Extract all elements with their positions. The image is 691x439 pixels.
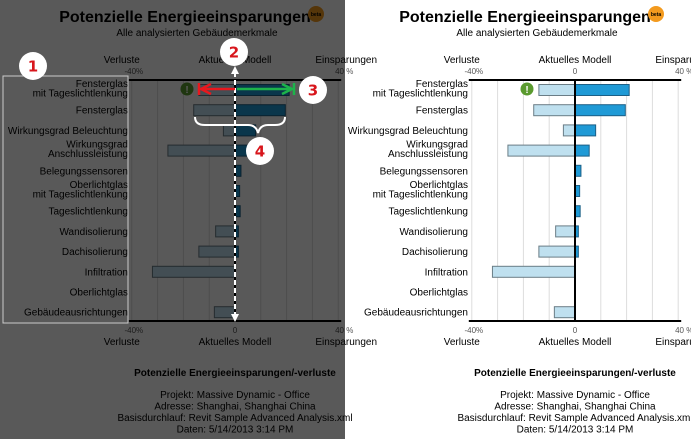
gain-bar — [574, 104, 626, 117]
chart-title: Potenzielle Energieeinsparungen — [399, 9, 651, 26]
category-label: mit Tageslichtlenkung — [373, 190, 468, 201]
loss-bar — [562, 124, 576, 137]
tick-top-zero: 0 — [573, 67, 578, 76]
callout-number: 4 — [255, 143, 265, 161]
category-label: Gebäudeausrichtungen — [364, 308, 468, 319]
callout-number: 1 — [28, 58, 38, 76]
axis-label-center: Aktuelles Modell — [539, 55, 612, 66]
arrow-down-icon — [231, 314, 239, 322]
axis-label-left: Verluste — [444, 55, 481, 66]
chart-panel: Potenzielle Energieeinsparungen beta Alle … — [348, 6, 691, 436]
axis-label-bottom-right: Einsparungen — [315, 337, 377, 348]
category-label: Wirkungsgrad — [406, 140, 468, 151]
footer-line: Projekt: Massive Dynamic - Office — [500, 390, 650, 401]
tick-bottom-min: -40% — [464, 326, 483, 335]
gain-arrowhead-icon — [281, 82, 295, 96]
category-label: Infiltration — [425, 267, 468, 278]
loss-bar — [507, 144, 576, 157]
callout-circle — [246, 137, 274, 165]
loss-bar — [533, 104, 576, 117]
gain-bar — [574, 124, 597, 137]
tick-top-max: 40 % — [675, 67, 691, 76]
arrow-up-icon — [231, 66, 239, 74]
beta-badge — [648, 6, 664, 22]
category-label: Wandisolierung — [399, 227, 468, 238]
tick-bottom-zero: 0 — [573, 326, 578, 335]
gain-bar — [574, 144, 590, 157]
footer-line: Adresse: Shanghai, Shanghai China — [494, 402, 656, 413]
axis-label-bottom-center: Aktuelles Modell — [539, 337, 612, 348]
tick-bottom-max: 40 % — [675, 326, 691, 335]
loss-arrowhead-icon — [198, 82, 212, 96]
axis-label-bottom-right: Einsparungen — [655, 337, 691, 348]
category-label: Tageslichtlenkung — [389, 207, 469, 218]
callout-circle — [220, 38, 248, 66]
dark-overlay — [0, 0, 345, 439]
category-label: Oberlichtglas — [410, 288, 468, 299]
footer-line: Daten: 5/14/2013 3:14 PM — [517, 425, 634, 436]
axis-label-bottom-left: Verluste — [444, 337, 481, 348]
category-label: Dachisolierung — [402, 247, 468, 258]
footer-line: Basisdurchlauf: Revit Sample Advanced An… — [457, 413, 691, 424]
gain-bar — [574, 84, 630, 96]
callout-number: 2 — [229, 44, 239, 62]
warning-icon — [520, 82, 534, 96]
warning-glyph: ! — [525, 85, 528, 96]
beta-label: beta — [651, 12, 662, 18]
loss-bar — [538, 245, 576, 258]
axis-label-right: Einsparungen — [655, 55, 691, 66]
category-label: Fensterglas — [416, 106, 468, 117]
tick-top-min: -40% — [464, 67, 483, 76]
loss-bar — [538, 84, 576, 96]
category-label: Wirkungsgrad Beleuchtung — [348, 126, 468, 137]
callouts: 1 2 3 4 — [2, 38, 327, 324]
category-label: Oberlichtglas — [410, 180, 468, 191]
callout-number: 3 — [308, 82, 318, 100]
category-highlight-box — [2, 75, 129, 324]
chart-subtitle: Alle analysierten Gebäudemerkmale — [456, 28, 618, 39]
loss-bar — [555, 225, 576, 238]
axis-label-right: Einsparungen — [315, 55, 377, 66]
callout-circle — [19, 52, 47, 80]
loss-bar — [491, 265, 576, 278]
category-label: mit Tageslichtlenkung — [373, 89, 468, 100]
footer-heading: Potenzielle Energieeinsparungen/-verlust… — [474, 368, 676, 379]
callout-circle — [299, 76, 327, 104]
category-label: Fensterglas — [416, 79, 468, 90]
brace — [194, 116, 286, 134]
loss-bar — [553, 306, 576, 319]
category-label: Anschlussleistung — [388, 149, 468, 160]
category-label: Belegungssensoren — [380, 166, 468, 177]
